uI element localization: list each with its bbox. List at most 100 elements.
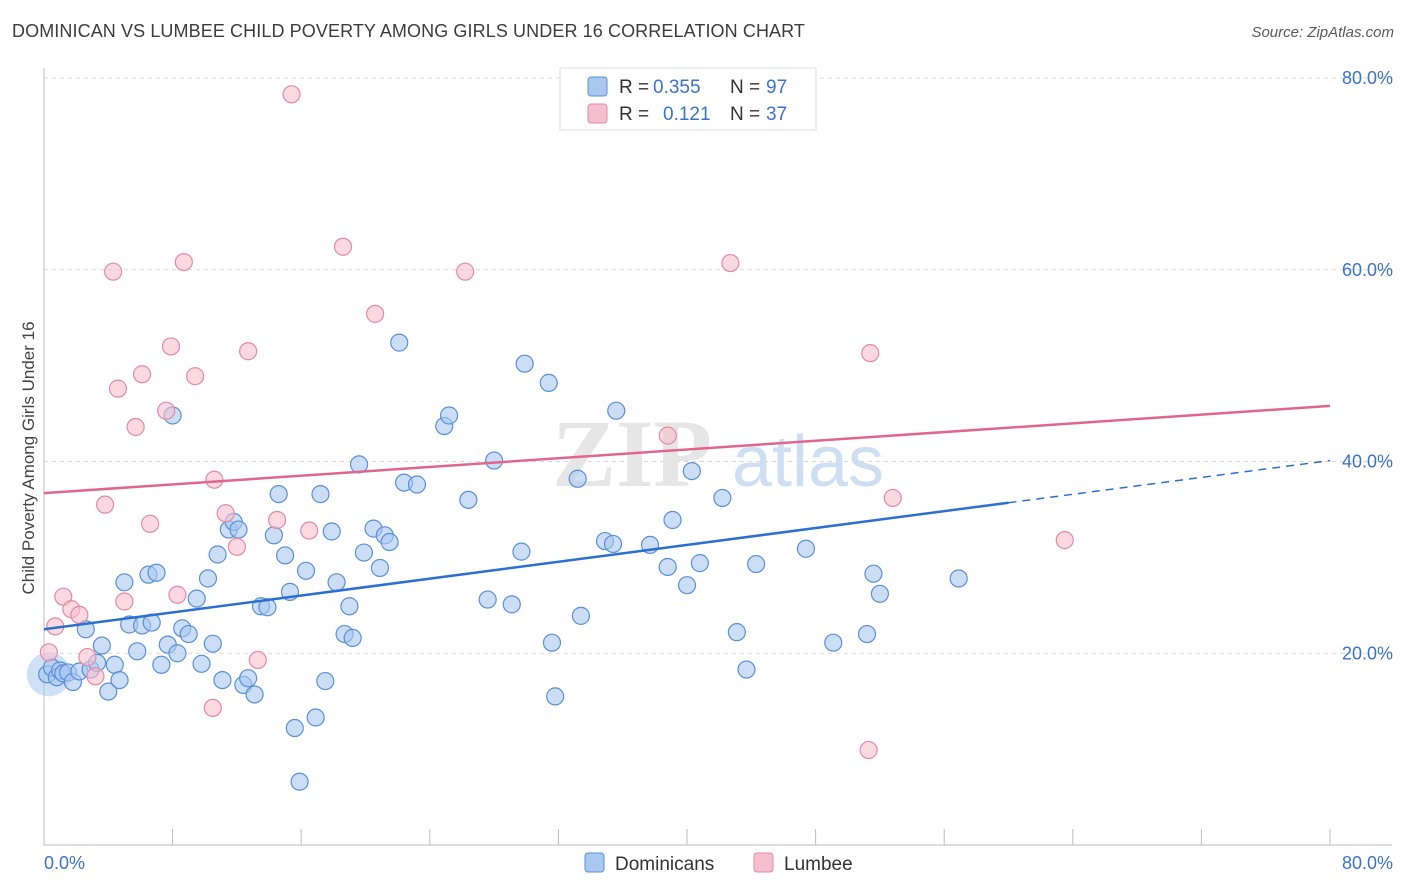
legend-swatch-lumbee — [587, 103, 608, 124]
lumbee-point — [104, 262, 123, 281]
dominicans-point — [285, 718, 304, 738]
dominicans-point — [306, 708, 325, 727]
lumbee-point — [126, 417, 145, 437]
dominicans-point — [354, 543, 373, 562]
dominicans-point — [147, 563, 166, 582]
dominicans-point — [737, 660, 756, 679]
dominicans-point — [316, 671, 335, 691]
lumbee-point — [248, 650, 267, 670]
dominicans-point — [407, 475, 427, 494]
lumbee-point — [115, 592, 134, 611]
dominicans-point — [343, 628, 362, 648]
dominicans-point — [727, 623, 746, 642]
dominicans-point — [682, 461, 701, 481]
lumbee-point — [86, 667, 105, 686]
dominicans-point — [296, 561, 316, 580]
dominicans-point — [105, 655, 124, 674]
dominicans-point — [864, 564, 883, 583]
dominicans-point — [322, 522, 341, 541]
dominicans-point — [658, 557, 677, 577]
dominicans-point — [870, 584, 890, 603]
lumbee-point — [721, 253, 740, 273]
dominicans-point — [370, 558, 390, 578]
dominicans-point — [290, 772, 309, 791]
lumbee-point — [39, 643, 58, 662]
lumbee-point — [78, 647, 97, 667]
lumbee-point — [300, 521, 319, 540]
dominicans-point — [542, 633, 562, 652]
lumbee-point — [108, 379, 128, 398]
legend-r-value-lumbee: 0.121 — [663, 104, 711, 125]
lumbee-point — [168, 585, 187, 604]
dominicans-point — [824, 633, 843, 652]
y-tick-label: 20.0% — [1342, 643, 1393, 663]
dominicans-point — [327, 573, 346, 592]
dominicans-point — [311, 484, 330, 504]
dominicans-point — [340, 597, 359, 616]
bottom-legend-label-lumbee: Lumbee — [784, 854, 853, 875]
dominicans-point — [390, 333, 409, 352]
dominicans-point — [512, 542, 531, 561]
legend-n-label-lumbee: N = — [730, 104, 760, 125]
dominicans-point — [99, 682, 118, 701]
y-tick-label: 40.0% — [1342, 452, 1393, 472]
dominicans-point — [485, 451, 504, 470]
dominicans-point — [276, 546, 295, 565]
dominicans-point — [439, 406, 459, 425]
dominicans-point — [198, 569, 218, 588]
data-points — [26, 85, 1074, 791]
lumbee-point — [70, 605, 89, 625]
lumbee-point — [861, 344, 880, 363]
dominicans-point — [168, 644, 187, 663]
dominicans-point — [949, 569, 968, 588]
dominicans-point — [546, 687, 565, 706]
lumbee-point — [157, 401, 176, 420]
watermark-atlas: atlas — [732, 422, 884, 502]
dominicans-point — [713, 488, 732, 508]
dominicans-point — [539, 373, 558, 392]
lumbee-point — [95, 495, 115, 514]
bottom-legend-label-dominicans: Dominicans — [615, 854, 714, 875]
dominicans-point — [857, 624, 877, 644]
dominicans-point — [478, 590, 497, 609]
lumbee-point — [140, 514, 160, 533]
dominicans-point — [152, 655, 171, 674]
x-tick-label: 0.0% — [44, 853, 85, 873]
dominicans-point — [571, 606, 591, 625]
dominicans-point — [747, 554, 766, 574]
lumbee-point — [859, 740, 878, 760]
dominicans-point — [459, 490, 478, 509]
dominicans-point — [203, 634, 222, 653]
dominicans-point — [568, 469, 587, 488]
lumbee-point — [239, 342, 258, 361]
dominicans-point — [245, 685, 264, 704]
lumbee-point — [216, 504, 235, 523]
y-axis-label: Child Poverty Among Girls Under 16 — [19, 321, 38, 594]
lumbee-point — [203, 698, 222, 717]
legend-swatch-dominicans — [587, 76, 608, 97]
legend-r-value-dominicans: 0.355 — [653, 77, 701, 98]
dominicans-point — [690, 554, 709, 573]
gridlines — [44, 77, 1392, 654]
lumbee-point — [1055, 531, 1074, 550]
dominicans-point — [663, 510, 682, 530]
chart-source: Source: ZipAtlas.com — [1251, 24, 1394, 41]
legend-n-label-dominicans: N = — [730, 77, 760, 98]
dominicans-point — [603, 534, 623, 554]
dominicans-point — [269, 484, 288, 504]
legend-r-label-dominicans: R = — [619, 77, 649, 98]
lumbee-point — [282, 85, 301, 104]
dominicans-point — [502, 595, 521, 614]
lumbee-point — [366, 304, 385, 323]
chart-title: DOMINICAN VS LUMBEE CHILD POVERTY AMONG … — [12, 21, 806, 41]
dominicans-point — [115, 573, 134, 592]
y-tick-label: 60.0% — [1342, 260, 1393, 280]
legend-r-label-lumbee: R = — [619, 104, 649, 125]
x-tick-labels: 0.0% 80.0% — [44, 853, 1393, 873]
lumbee-point — [132, 365, 152, 384]
dominicans-point — [239, 669, 258, 688]
dominicans-point — [380, 532, 399, 552]
y-tick-label: 80.0% — [1342, 68, 1393, 88]
dominicans-point — [192, 654, 211, 673]
